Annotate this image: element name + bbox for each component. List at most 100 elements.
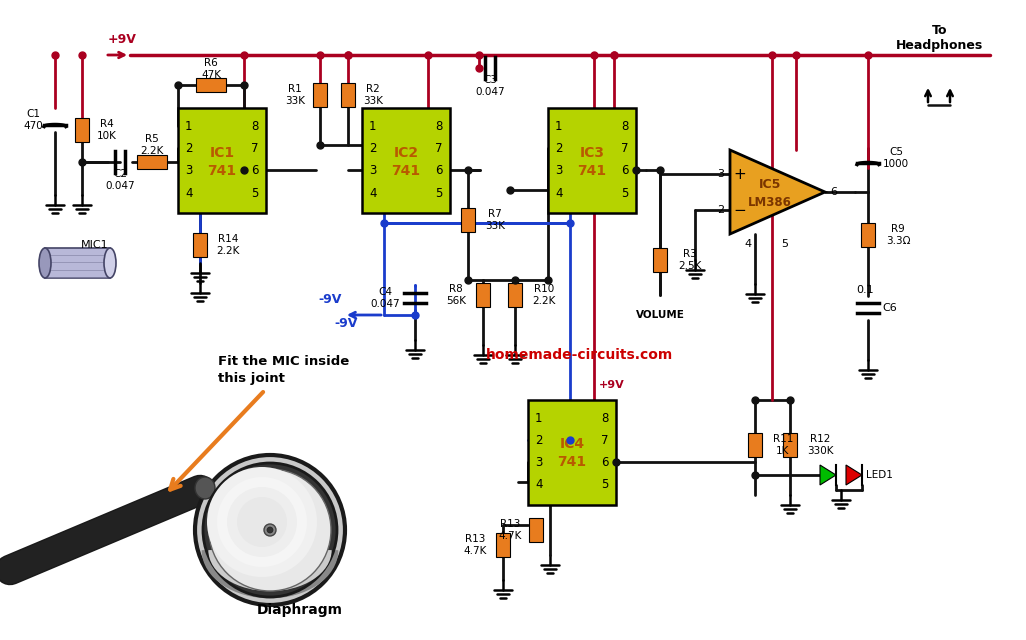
- Polygon shape: [846, 465, 862, 485]
- Text: 6: 6: [251, 163, 259, 177]
- Text: 741: 741: [207, 163, 237, 177]
- Ellipse shape: [195, 477, 215, 499]
- Circle shape: [195, 455, 345, 605]
- Circle shape: [207, 467, 317, 577]
- Text: 7: 7: [251, 141, 259, 154]
- Bar: [193, 233, 207, 257]
- Text: C2
0.047: C2 0.047: [106, 169, 134, 191]
- Circle shape: [264, 524, 276, 536]
- Text: R11
1K: R11 1K: [773, 434, 793, 456]
- Text: MIC1: MIC1: [81, 240, 109, 250]
- Text: 3: 3: [717, 169, 724, 179]
- Text: R6
47K: R6 47K: [201, 58, 221, 80]
- Text: C4
0.047: C4 0.047: [370, 287, 400, 309]
- Bar: [653, 248, 667, 272]
- Text: -9V: -9V: [334, 317, 357, 330]
- Bar: [783, 433, 797, 457]
- Text: 5: 5: [601, 479, 609, 492]
- Text: -9V: -9V: [319, 293, 342, 306]
- Bar: [362, 108, 450, 213]
- Text: +9V: +9V: [108, 33, 136, 46]
- Text: 5: 5: [622, 186, 629, 200]
- Text: IC4: IC4: [559, 438, 585, 451]
- Text: Fit the MIC inside
this joint: Fit the MIC inside this joint: [218, 355, 349, 385]
- Bar: [476, 283, 490, 307]
- Text: 4: 4: [535, 479, 543, 492]
- Bar: [313, 83, 327, 107]
- Text: 8: 8: [622, 120, 629, 132]
- Text: 741: 741: [578, 163, 606, 177]
- Text: 4: 4: [369, 186, 377, 200]
- Text: R7
33K: R7 33K: [485, 209, 505, 231]
- Text: C1
470: C1 470: [24, 109, 43, 131]
- Text: 741: 741: [392, 163, 421, 177]
- Text: 3: 3: [369, 163, 377, 177]
- Text: 8: 8: [601, 412, 609, 424]
- Circle shape: [218, 477, 307, 567]
- Text: R13
4.7K: R13 4.7K: [499, 519, 521, 541]
- Text: 2: 2: [535, 433, 543, 447]
- Text: 1: 1: [369, 120, 377, 132]
- Bar: [177, 108, 266, 213]
- Circle shape: [237, 497, 287, 547]
- Text: IC1: IC1: [209, 145, 235, 159]
- Text: VOLUME: VOLUME: [635, 310, 684, 320]
- Text: R9
3.3Ω: R9 3.3Ω: [885, 224, 910, 246]
- Bar: [861, 223, 875, 247]
- Text: 8: 8: [436, 120, 443, 132]
- Bar: [196, 78, 226, 92]
- Text: R10
2.2K: R10 2.2K: [532, 284, 556, 306]
- Circle shape: [203, 463, 337, 597]
- Text: 7: 7: [622, 141, 629, 154]
- Text: 7: 7: [435, 141, 443, 154]
- Ellipse shape: [39, 248, 51, 278]
- Text: 3: 3: [555, 163, 562, 177]
- Text: 2: 2: [185, 141, 193, 154]
- Bar: [508, 283, 522, 307]
- Text: 2: 2: [555, 141, 562, 154]
- Text: 4: 4: [185, 186, 193, 200]
- Bar: [529, 518, 543, 542]
- Text: 5: 5: [436, 186, 443, 200]
- Text: R13
4.7K: R13 4.7K: [464, 534, 486, 556]
- Text: To
Headphones: To Headphones: [897, 24, 984, 52]
- Text: 6: 6: [830, 187, 837, 197]
- Text: 5: 5: [251, 186, 259, 200]
- Text: 0.1: 0.1: [856, 285, 874, 295]
- Bar: [748, 433, 762, 457]
- Text: R3
2.5K: R3 2.5K: [678, 249, 702, 271]
- Text: R2
33K: R2 33K: [363, 84, 383, 106]
- Text: 5: 5: [782, 239, 789, 249]
- Polygon shape: [820, 465, 836, 485]
- Text: 1: 1: [185, 120, 193, 132]
- Text: 6: 6: [435, 163, 443, 177]
- Circle shape: [209, 469, 331, 591]
- Bar: [548, 108, 636, 213]
- Circle shape: [267, 527, 273, 533]
- Text: Diaphragm: Diaphragm: [256, 603, 343, 617]
- Text: IC3: IC3: [580, 145, 604, 159]
- Text: R5
2.2K: R5 2.2K: [141, 134, 164, 156]
- Bar: [496, 533, 510, 557]
- Ellipse shape: [104, 248, 116, 278]
- Text: 4: 4: [745, 239, 752, 249]
- Text: IC2: IC2: [393, 145, 419, 159]
- Text: 3: 3: [185, 163, 193, 177]
- Text: R1
33K: R1 33K: [285, 84, 305, 106]
- Text: C3
0.047: C3 0.047: [475, 76, 505, 97]
- Text: 2: 2: [369, 141, 377, 154]
- Text: 2: 2: [717, 205, 724, 215]
- Bar: [461, 208, 475, 232]
- Bar: [528, 400, 616, 505]
- Bar: [75, 118, 89, 142]
- Text: R14
2.2K: R14 2.2K: [216, 234, 240, 256]
- Text: homemade-circuits.com: homemade-circuits.com: [486, 348, 674, 362]
- Text: R4
10K: R4 10K: [97, 119, 117, 141]
- Text: 741: 741: [557, 456, 587, 470]
- Text: R12
330K: R12 330K: [806, 434, 833, 456]
- Text: +9V: +9V: [599, 380, 625, 390]
- Circle shape: [227, 487, 297, 557]
- Bar: [137, 155, 167, 169]
- Bar: [341, 83, 355, 107]
- Text: 6: 6: [601, 456, 609, 468]
